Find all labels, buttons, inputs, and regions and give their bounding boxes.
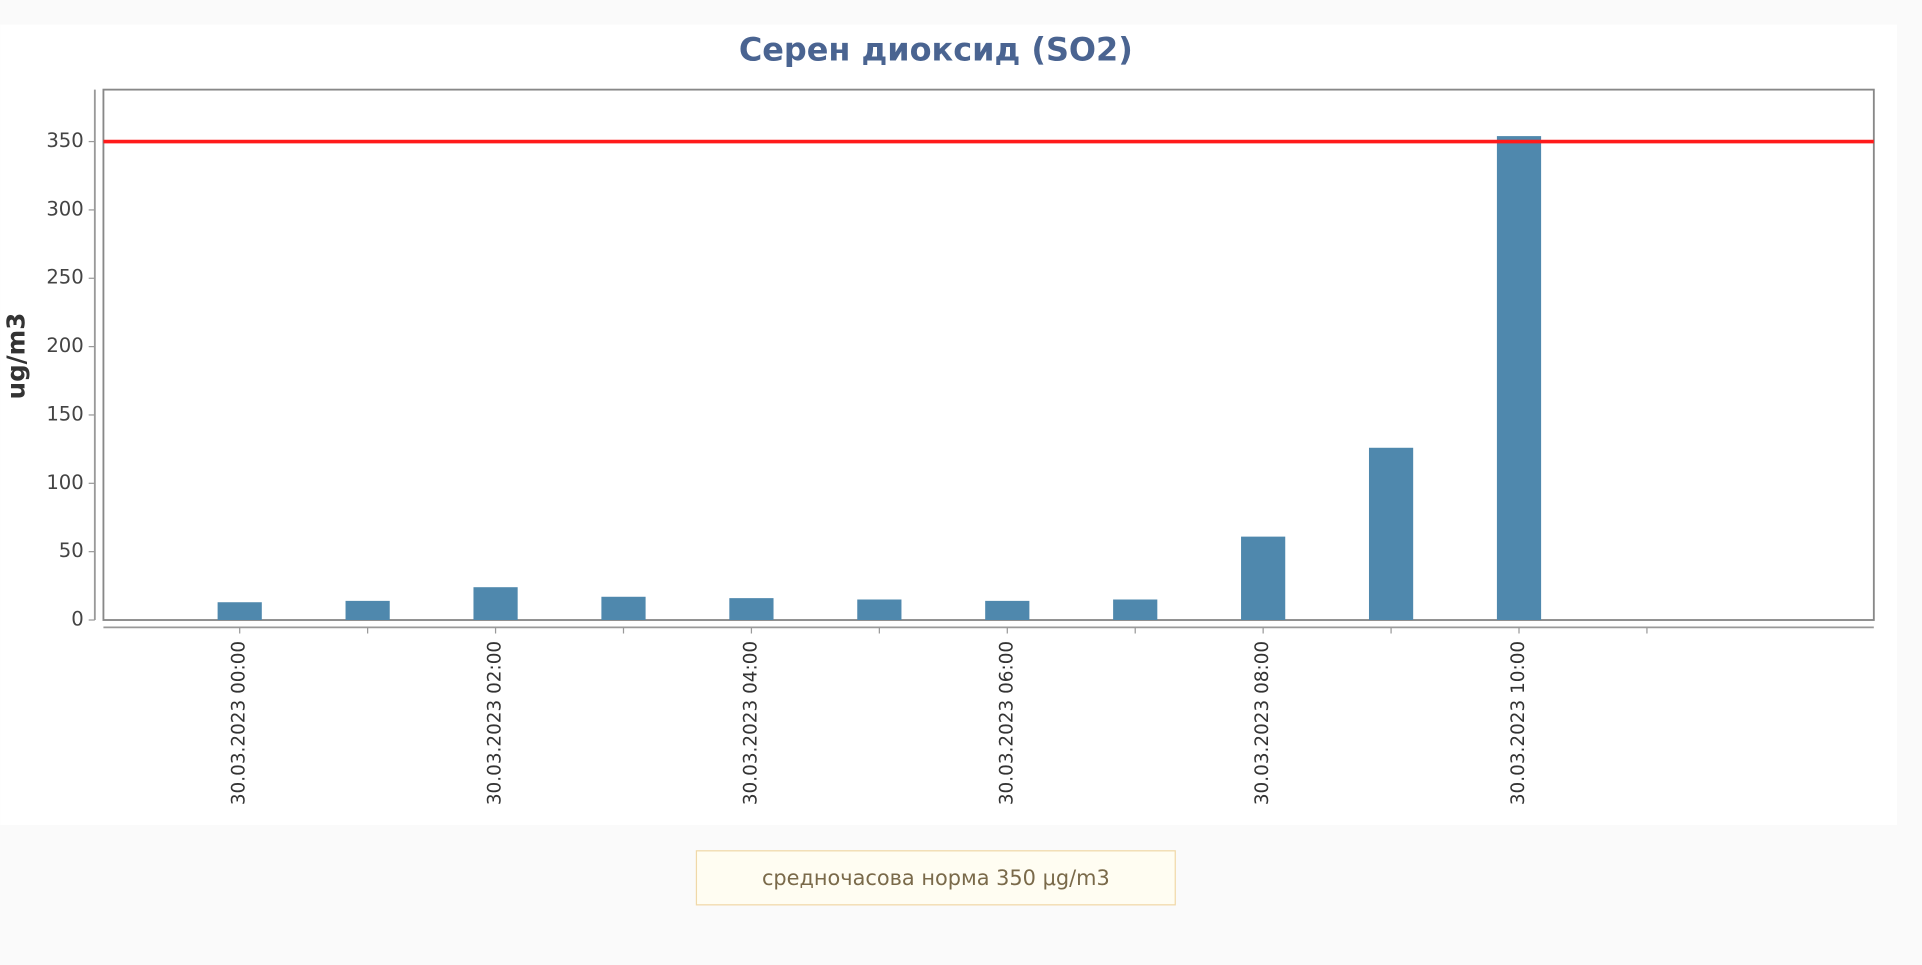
bar — [473, 587, 518, 621]
bar — [1496, 136, 1542, 621]
x-tick-label: 30.03.2023 10:00 — [1508, 641, 1529, 805]
bar — [1241, 536, 1286, 621]
x-tick-label: 30.03.2023 02:00 — [485, 641, 506, 805]
chart-title: Серен диоксид (SO2) — [739, 31, 1133, 69]
y-tick-label: 250 — [46, 266, 83, 289]
chart-panel — [0, 24, 1898, 826]
y-tick-label: 350 — [46, 129, 83, 152]
y-tick-label: 0 — [71, 608, 84, 631]
y-tick-label: 50 — [59, 539, 84, 562]
bar — [729, 598, 774, 621]
y-axis-label: ug/m3 — [1, 313, 30, 400]
x-tick-label: 30.03.2023 08:00 — [1252, 641, 1273, 805]
bar — [1113, 599, 1158, 621]
x-tick-label: 30.03.2023 00:00 — [229, 641, 250, 805]
y-tick-label: 300 — [46, 197, 83, 220]
x-tick-label: 30.03.2023 04:00 — [740, 641, 761, 805]
bar — [601, 596, 646, 621]
note-box — [695, 850, 1176, 906]
y-tick-label: 200 — [46, 334, 83, 357]
bar — [857, 599, 902, 621]
x-tick-label: 30.03.2023 06:00 — [996, 641, 1017, 805]
bar — [217, 602, 262, 621]
y-tick-label: 150 — [46, 402, 83, 425]
bar — [1368, 447, 1414, 621]
note: средночасова норма 350 μg/m3 — [762, 866, 1110, 890]
y-tick-label: 100 — [46, 471, 83, 494]
bar — [985, 600, 1030, 621]
bar — [345, 600, 390, 621]
